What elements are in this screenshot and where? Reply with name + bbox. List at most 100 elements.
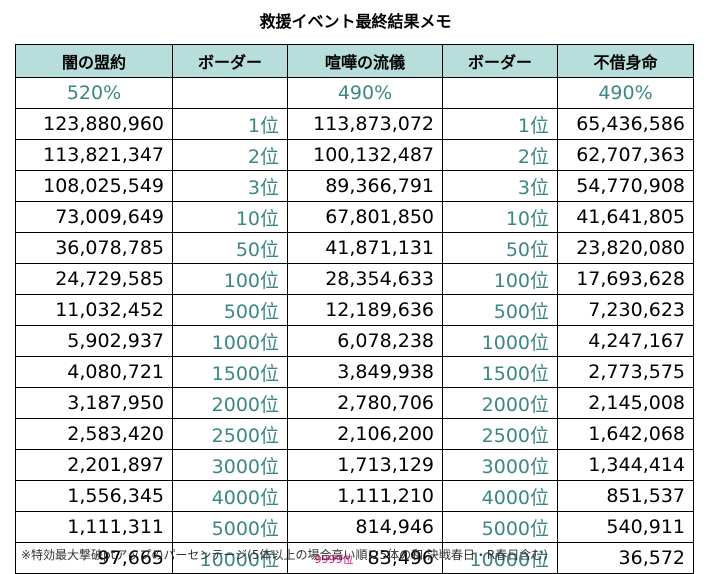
score-fushaku-value: 540,911	[606, 516, 685, 538]
border-rank: 1000位	[172, 325, 288, 357]
score-yami: 108,025,549	[15, 170, 173, 202]
border-rank: 2500位	[442, 418, 558, 450]
score-yami: 11,032,452	[15, 294, 173, 326]
score-yami: 36,078,785	[15, 232, 173, 264]
border-rank-value: 1500位	[481, 362, 549, 385]
border-rank-value: 500位	[493, 300, 549, 323]
score-yami-value: 4,080,721	[67, 361, 164, 383]
score-fushaku-value: 23,820,080	[576, 237, 685, 259]
border-rank: 10000位	[172, 542, 288, 574]
score-yami-value: 97,665	[97, 547, 164, 569]
border-rank: 10000位	[442, 542, 558, 574]
border-rank: 2500位	[172, 418, 288, 450]
percent-cell: 490%	[287, 77, 443, 109]
score-yami-value: 5,902,937	[67, 330, 164, 352]
score-kenka-value: 6,078,238	[337, 330, 434, 352]
score-yami: 73,009,649	[15, 201, 173, 233]
footnote: ※特効最大撃破ptアップのパーセンテージ(5体以上の場合高い順に5体の和 決戦春…	[21, 548, 548, 562]
border-rank: 1位	[172, 108, 288, 140]
score-fushaku-value: 41,641,805	[576, 206, 685, 228]
score-kenka: 100,132,487	[287, 139, 443, 171]
score-kenka-value: 1,111,210	[337, 485, 434, 507]
score-fushaku: 1,642,068	[557, 418, 694, 450]
border-rank-value: 500位	[223, 300, 279, 323]
border-rank: 50位	[172, 232, 288, 264]
score-kenka-value: 2,106,200	[337, 423, 434, 445]
score-kenka: 2,780,706	[287, 387, 443, 419]
score-yami-value: 11,032,452	[55, 299, 164, 321]
border-rank: 3位	[442, 170, 558, 202]
table-row: 97,665 10000位 9999位 83,496 10000位 36,572	[15, 542, 694, 574]
score-fushaku: 17,693,628	[557, 263, 694, 295]
border-rank-value: 2000位	[211, 393, 279, 416]
score-kenka: 89,366,791	[287, 170, 443, 202]
border-rank: 3000位	[172, 449, 288, 481]
table-row: 123,880,960 1位 113,873,072 1位 65,436,586	[15, 108, 694, 140]
border-rank: 1500位	[172, 356, 288, 388]
border-rank-value: 3位	[247, 176, 279, 199]
border-rank: 4000位	[442, 480, 558, 512]
score-fushaku: 4,247,167	[557, 325, 694, 357]
score-yami-value: 113,821,347	[43, 144, 164, 166]
border-rank: 5000位	[172, 511, 288, 543]
border-rank-value: 10位	[505, 207, 549, 230]
border-rank: 3000位	[442, 449, 558, 481]
percent-cell: 490%	[557, 77, 694, 109]
border-rank: 500位	[172, 294, 288, 326]
score-fushaku: 540,911	[557, 511, 694, 543]
score-kenka: 28,354,633	[287, 263, 443, 295]
score-fushaku-value: 7,230,623	[588, 299, 685, 321]
border-rank-value: 1500位	[211, 362, 279, 385]
border-rank-value: 1位	[247, 114, 279, 137]
border-rank-value: 2000位	[481, 393, 549, 416]
border-rank: 2000位	[172, 387, 288, 419]
border-rank-value: 5000位	[211, 517, 279, 540]
score-kenka-value: 83,496	[367, 547, 434, 569]
header-row: 闇の盟約 ボーダー 喧嘩の流儀 ボーダー 不借身命	[15, 44, 694, 78]
table-row: 24,729,585 100位 28,354,633 100位 17,693,628	[15, 263, 694, 295]
score-kenka: 1,713,129	[287, 449, 443, 481]
score-fushaku-value: 65,436,586	[576, 113, 685, 135]
score-kenka: 1,111,210	[287, 480, 443, 512]
percent-cell: 520%	[15, 77, 173, 109]
border-rank-value: 2位	[517, 145, 549, 168]
border-rank: 5000位	[442, 511, 558, 543]
score-yami: 2,583,420	[15, 418, 173, 450]
header-kenka-no-ryugi: 喧嘩の流儀	[287, 44, 443, 78]
score-fushaku: 36,572	[557, 542, 694, 574]
score-kenka: 3,849,938	[287, 356, 443, 388]
score-yami: 123,880,960	[15, 108, 173, 140]
border-rank-value: 1000位	[211, 331, 279, 354]
border-rank: 3位	[172, 170, 288, 202]
score-kenka-value: 1,713,129	[337, 454, 434, 476]
score-fushaku-value: 54,770,908	[576, 175, 685, 197]
score-kenka-value: 113,873,072	[313, 113, 434, 135]
score-fushaku: 2,773,575	[557, 356, 694, 388]
score-yami: 2,201,897	[15, 449, 173, 481]
score-kenka: 6,078,238	[287, 325, 443, 357]
score-fushaku-value: 36,572	[618, 547, 685, 569]
table-row: 1,556,345 4000位 1,111,210 4000位 851,537	[15, 480, 694, 512]
percent-cell	[172, 77, 288, 109]
score-fushaku: 41,641,805	[557, 201, 694, 233]
score-yami: 1,111,311	[15, 511, 173, 543]
border-rank: 100位	[172, 263, 288, 295]
percent-row: 520% 490% 490%	[15, 77, 694, 109]
score-fushaku-value: 1,344,414	[588, 454, 685, 476]
border-rank: 4000位	[172, 480, 288, 512]
table-row: 2,201,897 3000位 1,713,129 3000位 1,344,414	[15, 449, 694, 481]
score-kenka-value: 89,366,791	[325, 175, 434, 197]
border-rank: 2位	[442, 139, 558, 171]
score-fushaku: 62,707,363	[557, 139, 694, 171]
border-rank-value: 100位	[493, 269, 549, 292]
score-kenka-value: 2,780,706	[337, 392, 434, 414]
page-title: 救援イベント最終結果メモ	[259, 12, 452, 31]
table-row: 11,032,452 500位 12,189,636 500位 7,230,623	[15, 294, 694, 326]
score-yami-value: 1,556,345	[67, 485, 164, 507]
border-rank-value: 4000位	[211, 486, 279, 509]
score-yami: 3,187,950	[15, 387, 173, 419]
table-row: 36,078,785 50位 41,871,131 50位 23,820,080	[15, 232, 694, 264]
score-yami-value: 1,111,311	[67, 516, 164, 538]
border-rank-value: 50位	[505, 238, 549, 261]
score-fushaku-value: 851,537	[606, 485, 685, 507]
